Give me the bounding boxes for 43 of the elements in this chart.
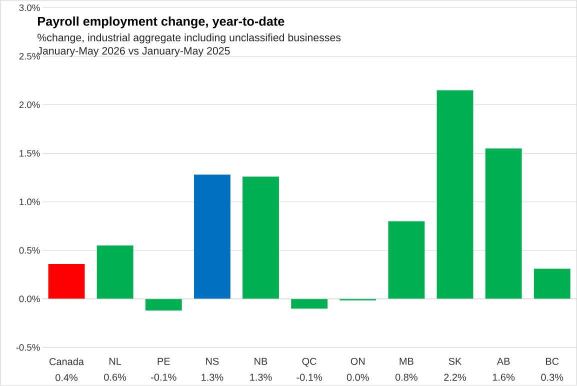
x-tick-label: NS <box>206 358 219 366</box>
bar <box>48 264 85 300</box>
text: Payroll employment change, year-to-date <box>38 16 284 29</box>
data-label: 1.6% <box>492 374 515 381</box>
y-tick-label: 0.0% <box>19 296 40 302</box>
text: %change, industrial aggregate including unclassified businesses <box>38 34 341 44</box>
data-label: 2.2% <box>444 374 466 382</box>
x-tick-label: PE <box>158 358 170 365</box>
x-tick-label: AB <box>496 358 510 365</box>
bar <box>96 246 134 300</box>
data-label: 0.6% <box>104 374 126 381</box>
data-label: 0.0% <box>346 374 369 382</box>
data-label: -0.1% <box>151 374 176 381</box>
y-tick-label: 1.5% <box>20 150 40 157</box>
x-tick-label: QC <box>302 358 316 367</box>
x-tick-label: Canada <box>50 358 84 366</box>
y-tick-label: 2.0% <box>19 102 40 108</box>
y-tick-label: 3.0% <box>19 4 40 12</box>
data-label: 0.3% <box>541 374 564 382</box>
bar <box>242 176 279 300</box>
y-tick-label: 1.0% <box>20 198 40 206</box>
bar <box>534 268 570 300</box>
x-tick-label: MB <box>400 358 414 365</box>
bar <box>485 148 522 300</box>
bar <box>291 299 328 309</box>
x-tick-label: BC <box>546 358 559 366</box>
bar <box>145 299 182 311</box>
data-label: -0.1% <box>296 374 322 382</box>
x-tick-label: SK <box>448 358 462 366</box>
x-tick-label: NL <box>110 358 122 365</box>
bar <box>194 174 230 300</box>
x-tick-label: ON <box>350 358 365 366</box>
y-tick-label: -0.5% <box>16 344 40 351</box>
x-tick-label: NB <box>254 358 268 365</box>
bar <box>388 221 425 300</box>
y-tick-label: 0.5% <box>19 247 40 254</box>
data-label: 1.3% <box>202 374 224 382</box>
y-tick-label: 2.5% <box>19 53 40 60</box>
annotation: January-May 2026 vs January-May 2025 <box>37 47 230 57</box>
data-label: 0.4% <box>56 374 78 382</box>
data-label: 1.3% <box>250 374 272 381</box>
data-label: 0.8% <box>395 374 418 381</box>
bar <box>436 90 474 300</box>
